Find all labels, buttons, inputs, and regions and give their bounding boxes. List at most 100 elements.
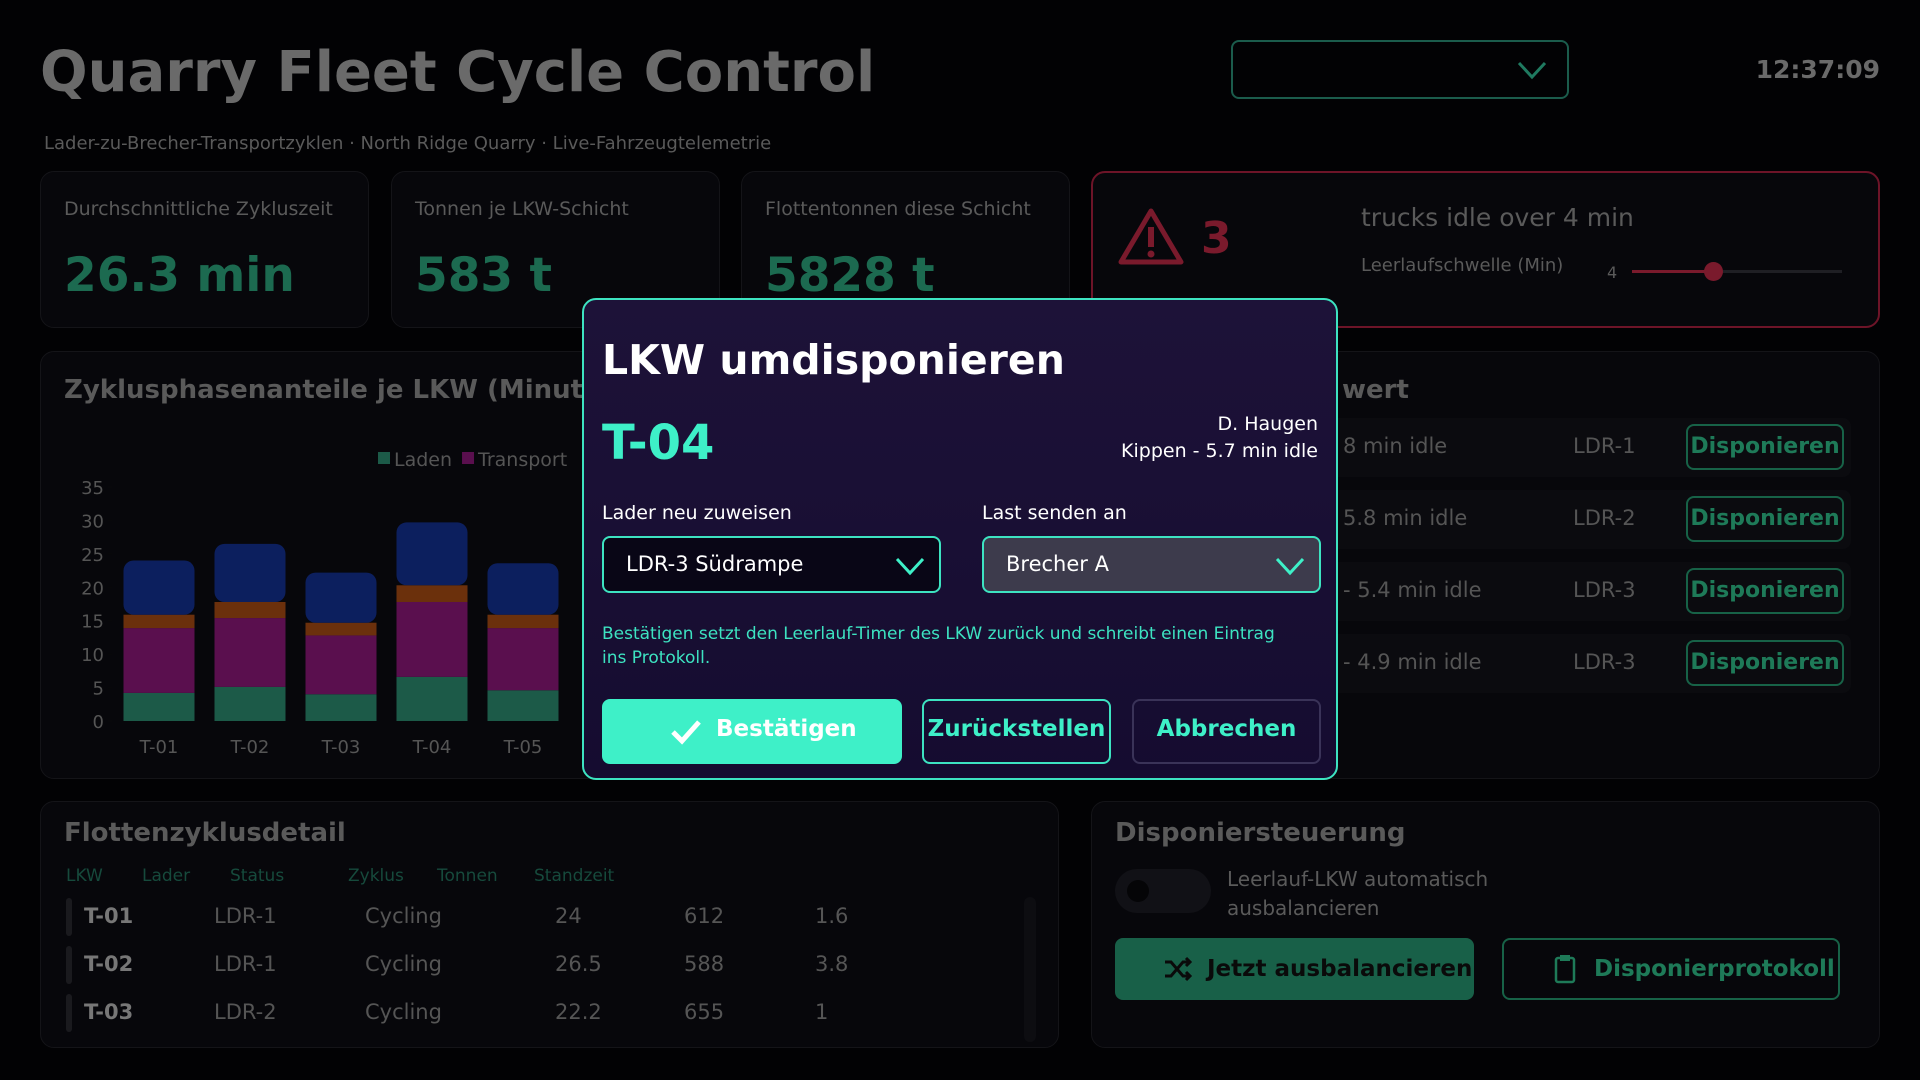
field-label: Lader neu zuweisen: [602, 502, 792, 524]
idle-time: 5.8 min idle: [1343, 506, 1468, 530]
bar-segment: [396, 522, 468, 586]
table-cell: 3.8: [815, 952, 849, 976]
button-label: Bestätigen: [716, 716, 857, 742]
table-cell: 22.2: [555, 1000, 602, 1024]
kpi-label: Durchschnittliche Zykluszeit: [64, 198, 333, 220]
x-tick-label: T-04: [412, 737, 452, 758]
legend-swatch: [378, 452, 390, 464]
x-tick-label: T-02: [230, 737, 270, 758]
loader-id: LDR-3: [1573, 578, 1636, 602]
scrollbar[interactable]: [1024, 897, 1036, 1042]
dispatch-button[interactable]: Disponieren: [1686, 568, 1844, 614]
confirm-button[interactable]: Bestätigen: [602, 699, 902, 764]
table-cell: T-02: [84, 952, 134, 976]
bar-segment: [214, 543, 286, 602]
dialog-note: Bestätigen setzt den Leerlauf-Timer des …: [602, 624, 1275, 668]
table-cell: 1.6: [815, 904, 849, 928]
filter-select[interactable]: [1231, 40, 1569, 99]
column-header: Zyklus: [348, 866, 404, 886]
dispatch-button[interactable]: Disponieren: [1686, 496, 1844, 542]
clipboard-icon: [1554, 955, 1576, 984]
x-tick-label: T-01: [139, 737, 179, 758]
threshold-value: 4: [1607, 263, 1618, 282]
x-tick-label: T-03: [321, 737, 361, 758]
legend-label: Laden: [394, 449, 452, 471]
subtitle: Lader-zu-Brecher-Transportzyklen · North…: [44, 133, 772, 154]
chevron: [1275, 557, 1305, 576]
button-label: Abbrechen: [1156, 716, 1297, 742]
x-tick-label: T-05: [503, 737, 543, 758]
alert-text: trucks idle over 4 min: [1361, 203, 1634, 232]
bar-segment: [214, 686, 286, 721]
cancel-button[interactable]: Abbrechen: [1132, 699, 1321, 764]
toggle[interactable]: [1115, 869, 1211, 913]
bar-segment: [123, 628, 195, 693]
shuffle-icon: [1165, 956, 1193, 982]
table-cell: Cycling: [365, 904, 442, 928]
bar-segment: [396, 585, 468, 602]
column-header: Tonnen: [437, 866, 498, 886]
table-cell: 612: [684, 904, 725, 928]
dispatch-button[interactable]: Disponieren: [1686, 640, 1844, 686]
y-tick-label: 30: [81, 511, 104, 532]
column-header: Standzeit: [534, 866, 615, 886]
panel-title: Flottenzyklusdetail: [64, 818, 346, 848]
table-cell: T-01: [84, 904, 134, 928]
toggle-label: Leerlauf-LKW automatisch ausbalancieren: [1227, 867, 1489, 917]
dispatch-button[interactable]: Disponieren: [1686, 424, 1844, 470]
panel-title: Disponiersteuerung: [1115, 818, 1406, 848]
threshold-label: Leerlaufschwelle (Min): [1361, 255, 1564, 276]
table-cell: T-03: [84, 1000, 134, 1024]
idle-time: - 4.9 min idle: [1343, 650, 1482, 674]
y-tick-label: 10: [81, 645, 104, 666]
truck-status: Kippen - 5.7 min idle: [1121, 440, 1318, 462]
table-cell: Cycling: [365, 952, 442, 976]
loader-id: LDR-2: [1573, 506, 1636, 530]
kpi-value: 5828 t: [765, 248, 935, 303]
bar-segment: [214, 618, 286, 687]
table-cell: 1: [815, 1000, 829, 1024]
column-header: Status: [230, 866, 285, 886]
rebalance-button[interactable]: Jetzt ausbalancieren: [1115, 938, 1474, 1000]
bar-segment: [123, 560, 195, 615]
loader-select[interactable]: LDR-3 Südrampe: [602, 536, 941, 593]
y-tick-label: 0: [93, 712, 104, 733]
bar-segment: [396, 676, 468, 721]
row-marker: [66, 898, 72, 936]
kpi-value: 26.3 min: [64, 248, 295, 303]
slider-track[interactable]: [1632, 262, 1842, 281]
row-marker: [66, 946, 72, 984]
kpi-value: 583 t: [415, 248, 552, 303]
button-label: Disponierprotokoll: [1594, 956, 1835, 982]
kpi-label: Tonnen je LKW-Schicht: [415, 198, 629, 220]
column-header: Lader: [142, 866, 191, 886]
phase-chart: 0 5 10 15 20 25 30 35 Laden Transport T-01 T-02 T-03…: [81, 449, 567, 758]
row-marker: [66, 994, 72, 1032]
bar-segment: [305, 694, 377, 721]
select-value: LDR-3 Südrampe: [626, 552, 804, 576]
bar-segment: [123, 692, 195, 721]
idle-time: - 5.4 min idle: [1343, 578, 1482, 602]
table-panel: Flottenzyklusdetail: [40, 801, 1059, 1048]
table-cell: Cycling: [365, 1000, 442, 1024]
bar-segment: [305, 572, 377, 623]
table-cell: 26.5: [555, 952, 602, 976]
reassign-dialog: LKW umdisponieren T-04 D. Haugen Kippen …: [582, 298, 1338, 780]
bar-segment: [487, 628, 559, 691]
defer-button[interactable]: Zurückstellen: [922, 699, 1111, 764]
y-tick-label: 25: [81, 545, 104, 566]
bar-segment: [214, 601, 286, 619]
table-cell: LDR-1: [214, 904, 277, 928]
y-tick-label: 20: [81, 578, 104, 599]
bar-segment: [487, 563, 559, 615]
button-label: Zurückstellen: [927, 716, 1106, 742]
table-cell: 588: [684, 952, 725, 976]
table-cell: 24: [555, 904, 582, 928]
bar-segment: [305, 635, 377, 695]
kpi-label: Flottentonnen diese Schicht: [765, 198, 1031, 220]
chevron: [895, 557, 925, 576]
bar-segment: [123, 614, 195, 629]
log-button[interactable]: Disponierprotokoll: [1502, 938, 1840, 1000]
target-select[interactable]: Brecher A: [982, 536, 1321, 593]
